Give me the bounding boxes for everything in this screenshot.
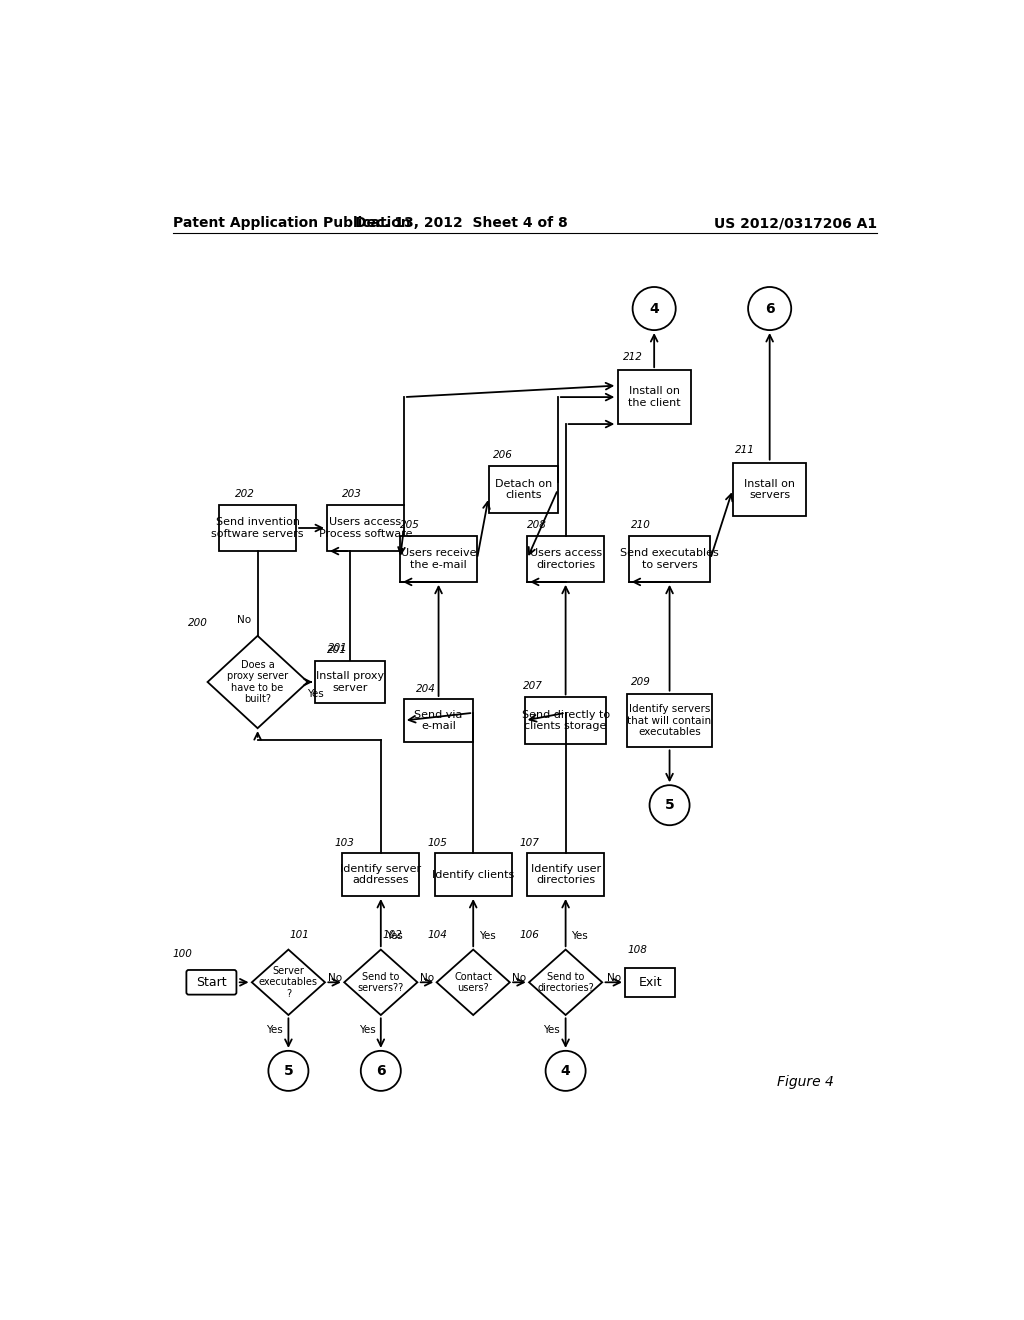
Text: 210: 210 bbox=[631, 520, 651, 529]
Text: Install on
the client: Install on the client bbox=[628, 387, 681, 408]
Text: Yes: Yes bbox=[478, 931, 496, 941]
Text: Users access
directories: Users access directories bbox=[529, 548, 602, 570]
Text: Exit: Exit bbox=[639, 975, 663, 989]
Text: 201: 201 bbox=[329, 643, 348, 653]
Bar bbox=[733, 462, 806, 516]
Text: 103: 103 bbox=[335, 838, 354, 847]
Bar bbox=[327, 506, 403, 552]
Text: Yes: Yes bbox=[571, 931, 588, 941]
Text: 207: 207 bbox=[523, 681, 543, 692]
Bar bbox=[527, 853, 604, 896]
Text: Send directly to
clients storage: Send directly to clients storage bbox=[521, 710, 609, 731]
Bar bbox=[525, 697, 606, 743]
Text: 206: 206 bbox=[493, 450, 512, 461]
Text: 201: 201 bbox=[327, 645, 347, 655]
Text: 106: 106 bbox=[519, 931, 540, 940]
Text: 209: 209 bbox=[631, 677, 651, 688]
Text: 5: 5 bbox=[284, 1064, 293, 1078]
Bar bbox=[628, 693, 712, 747]
Circle shape bbox=[268, 1051, 308, 1090]
Text: No: No bbox=[237, 615, 251, 626]
Text: Send executables
to servers: Send executables to servers bbox=[621, 548, 719, 570]
Text: Yes: Yes bbox=[266, 1026, 283, 1035]
Text: Start: Start bbox=[197, 975, 226, 989]
Bar bbox=[342, 853, 419, 896]
Polygon shape bbox=[436, 949, 510, 1015]
Text: Send to
servers??: Send to servers?? bbox=[357, 972, 403, 993]
Text: 104: 104 bbox=[427, 931, 446, 940]
Text: 6: 6 bbox=[765, 301, 774, 315]
FancyBboxPatch shape bbox=[186, 970, 237, 995]
Circle shape bbox=[749, 286, 792, 330]
Text: Yes: Yes bbox=[544, 1026, 560, 1035]
Text: 101: 101 bbox=[290, 931, 310, 940]
Text: No: No bbox=[328, 973, 342, 982]
Circle shape bbox=[360, 1051, 400, 1090]
Polygon shape bbox=[344, 949, 418, 1015]
Text: Send to
directories?: Send to directories? bbox=[538, 972, 594, 993]
Text: 5: 5 bbox=[665, 799, 675, 812]
Bar bbox=[617, 370, 691, 424]
Text: 200: 200 bbox=[188, 618, 208, 628]
Polygon shape bbox=[252, 949, 325, 1015]
Bar bbox=[626, 968, 676, 997]
Bar bbox=[527, 536, 604, 582]
Text: Install on
servers: Install on servers bbox=[744, 479, 796, 500]
Polygon shape bbox=[208, 636, 307, 729]
Text: 6: 6 bbox=[376, 1064, 386, 1078]
Circle shape bbox=[633, 286, 676, 330]
Text: Does a
proxy server
have to be
built?: Does a proxy server have to be built? bbox=[227, 660, 288, 705]
Text: 105: 105 bbox=[427, 838, 446, 847]
Text: Send via
e-mail: Send via e-mail bbox=[415, 710, 463, 731]
Text: Identify clients: Identify clients bbox=[432, 870, 514, 879]
Bar bbox=[403, 700, 473, 742]
Text: Send invention
software servers: Send invention software servers bbox=[211, 517, 304, 539]
Text: 108: 108 bbox=[628, 945, 647, 956]
Text: Users receive
the e-mail: Users receive the e-mail bbox=[400, 548, 476, 570]
Text: Yes: Yes bbox=[358, 1026, 376, 1035]
Text: Patent Application Publication: Patent Application Publication bbox=[173, 216, 411, 230]
Text: Yes: Yes bbox=[307, 689, 324, 700]
Text: Install proxy
server: Install proxy server bbox=[316, 671, 384, 693]
Bar bbox=[629, 536, 710, 582]
Text: Dec. 13, 2012  Sheet 4 of 8: Dec. 13, 2012 Sheet 4 of 8 bbox=[355, 216, 568, 230]
Text: 204: 204 bbox=[416, 684, 435, 693]
Text: Yes: Yes bbox=[386, 931, 403, 941]
Text: Contact
users?: Contact users? bbox=[455, 972, 493, 993]
Text: Identify user
directories: Identify user directories bbox=[530, 863, 601, 886]
Bar bbox=[435, 853, 512, 896]
Bar bbox=[488, 466, 558, 512]
Bar bbox=[315, 661, 385, 704]
Text: 212: 212 bbox=[624, 352, 643, 363]
Text: 208: 208 bbox=[527, 520, 547, 529]
Text: 4: 4 bbox=[649, 301, 659, 315]
Text: 202: 202 bbox=[234, 488, 254, 499]
Circle shape bbox=[546, 1051, 586, 1090]
Text: 100: 100 bbox=[173, 949, 193, 960]
Bar bbox=[219, 506, 296, 552]
Text: Users access
Process software: Users access Process software bbox=[318, 517, 412, 539]
Text: Identify server
addresses: Identify server addresses bbox=[340, 863, 421, 886]
Text: Server
executables
?: Server executables ? bbox=[259, 966, 317, 999]
Text: No: No bbox=[512, 973, 526, 982]
Text: No: No bbox=[420, 973, 434, 982]
Text: 211: 211 bbox=[735, 445, 755, 455]
Text: 107: 107 bbox=[519, 838, 540, 847]
Text: 4: 4 bbox=[561, 1064, 570, 1078]
Polygon shape bbox=[529, 949, 602, 1015]
Text: US 2012/0317206 A1: US 2012/0317206 A1 bbox=[715, 216, 878, 230]
Text: No: No bbox=[606, 973, 621, 982]
Text: Identify servers
that will contain
executables: Identify servers that will contain execu… bbox=[628, 704, 712, 737]
Text: 102: 102 bbox=[382, 931, 402, 940]
Bar bbox=[400, 536, 477, 582]
Circle shape bbox=[649, 785, 689, 825]
Text: 205: 205 bbox=[400, 520, 420, 529]
Text: Detach on
clients: Detach on clients bbox=[495, 479, 552, 500]
Text: 203: 203 bbox=[342, 488, 362, 499]
Text: Figure 4: Figure 4 bbox=[777, 1074, 835, 1089]
